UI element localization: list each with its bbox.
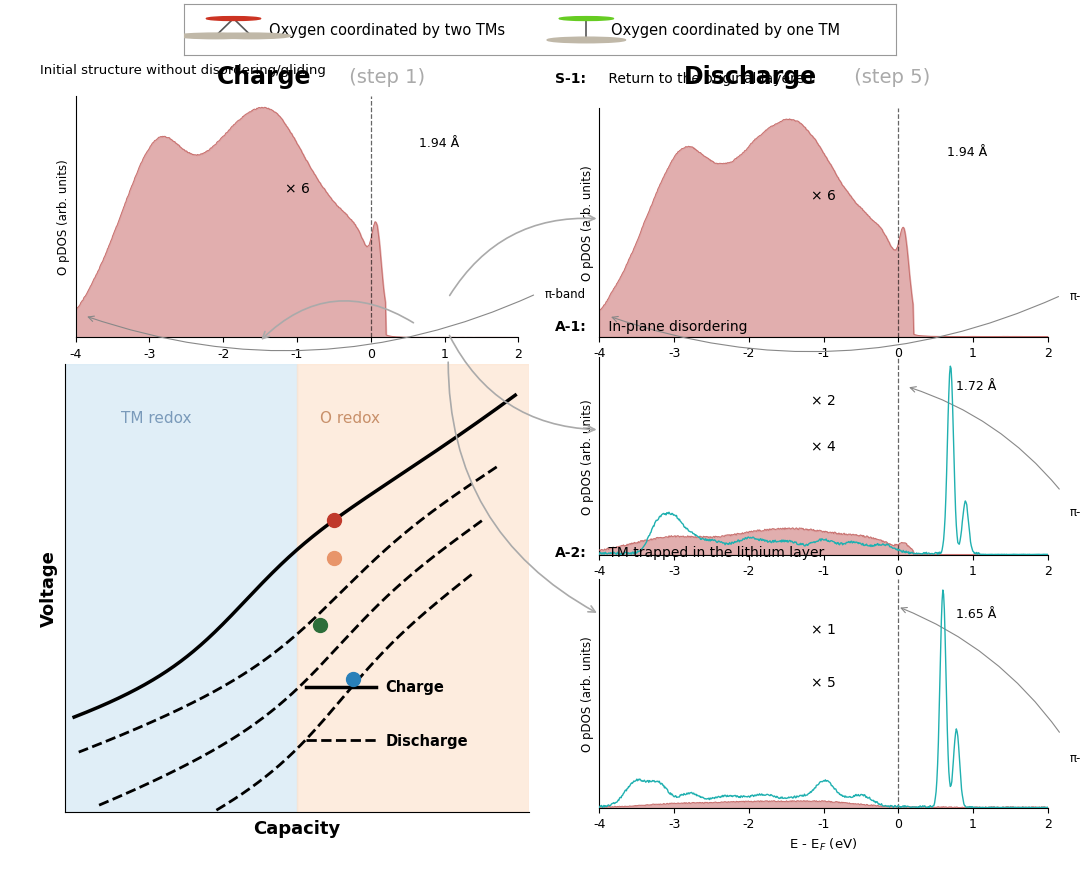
Text: 1.94 Å: 1.94 Å bbox=[947, 146, 987, 159]
Text: Oxygen coordinated by one TM: Oxygen coordinated by one TM bbox=[611, 23, 840, 39]
Y-axis label: O pDOS (arb. units): O pDOS (arb. units) bbox=[581, 165, 594, 281]
Y-axis label: O pDOS (arb. units): O pDOS (arb. units) bbox=[57, 160, 70, 275]
Text: × 1: × 1 bbox=[811, 623, 836, 637]
Text: O redox: O redox bbox=[321, 411, 380, 426]
Circle shape bbox=[176, 34, 255, 40]
Circle shape bbox=[206, 18, 260, 21]
Text: Discharge: Discharge bbox=[386, 733, 468, 748]
Text: 1.72 Å: 1.72 Å bbox=[956, 380, 996, 393]
Text: π-band: π-band bbox=[545, 288, 586, 301]
Text: 1.65 Å: 1.65 Å bbox=[956, 608, 996, 621]
Text: × 5: × 5 bbox=[811, 675, 836, 689]
Y-axis label: Voltage: Voltage bbox=[40, 550, 58, 627]
Text: Discharge: Discharge bbox=[684, 65, 818, 90]
Text: A-1:: A-1: bbox=[555, 320, 586, 334]
X-axis label: E - E$_F$ (eV): E - E$_F$ (eV) bbox=[789, 836, 858, 852]
Text: (step 5): (step 5) bbox=[848, 68, 930, 87]
Circle shape bbox=[212, 34, 291, 40]
Y-axis label: O pDOS (arb. units): O pDOS (arb. units) bbox=[581, 636, 594, 752]
Text: π-band: π-band bbox=[1070, 505, 1080, 518]
Text: π-band: π-band bbox=[1070, 290, 1080, 303]
Bar bbox=[297, 364, 529, 812]
Text: S-1:: S-1: bbox=[555, 72, 585, 86]
Text: 1.94 Å: 1.94 Å bbox=[419, 137, 459, 149]
Bar bbox=[65, 364, 297, 812]
Text: (step 1): (step 1) bbox=[343, 68, 426, 87]
Text: TM trapped in the lithium layer: TM trapped in the lithium layer bbox=[604, 545, 824, 559]
Text: Charge: Charge bbox=[217, 65, 312, 90]
X-axis label: Capacity: Capacity bbox=[254, 819, 340, 837]
Y-axis label: O pDOS (arb. units): O pDOS (arb. units) bbox=[581, 399, 594, 514]
X-axis label: E - E$_F$ (eV): E - E$_F$ (eV) bbox=[789, 583, 858, 599]
Text: × 4: × 4 bbox=[811, 439, 836, 453]
Text: Oxygen coordinated by two TMs: Oxygen coordinated by two TMs bbox=[269, 23, 505, 39]
X-axis label: E - E$_F$ (eV): E - E$_F$ (eV) bbox=[262, 366, 332, 382]
Text: Charge: Charge bbox=[386, 680, 444, 694]
X-axis label: E - E$_F$ (eV): E - E$_F$ (eV) bbox=[789, 365, 858, 381]
Circle shape bbox=[548, 38, 625, 44]
Circle shape bbox=[559, 18, 613, 21]
Text: Initial structure without disordering/gliding: Initial structure without disordering/gl… bbox=[40, 64, 326, 77]
Text: Return to the original layered: Return to the original layered bbox=[604, 72, 813, 86]
Text: A-2:: A-2: bbox=[555, 545, 586, 559]
Text: × 6: × 6 bbox=[811, 189, 836, 203]
Text: × 2: × 2 bbox=[811, 394, 836, 407]
Text: × 6: × 6 bbox=[284, 182, 310, 195]
Text: TM redox: TM redox bbox=[121, 411, 191, 426]
Text: π-band: π-band bbox=[1070, 751, 1080, 764]
Text: In-plane disordering: In-plane disordering bbox=[604, 320, 747, 334]
